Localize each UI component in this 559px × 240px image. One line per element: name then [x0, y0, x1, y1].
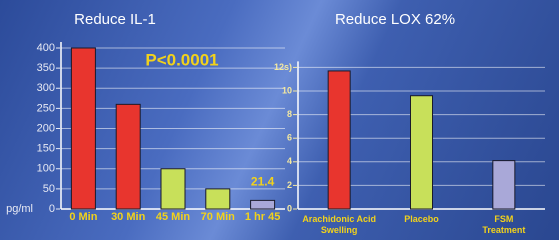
y-tick-label: 200 [37, 122, 55, 134]
y-tick-label: 250 [37, 102, 55, 114]
y-tick-label: 100 [37, 163, 55, 175]
y-axis-label: pg/ml [6, 203, 33, 215]
x-tick-label: Arachidonic Acid Swelling [289, 214, 389, 236]
bar [251, 200, 275, 209]
y-tick-label: 4 [287, 156, 292, 166]
y-tick-label: 8 [287, 109, 292, 119]
bar [411, 96, 433, 209]
y-tick-label: 400 [37, 42, 55, 54]
chart: Reduce IL-1050100150200250300350400pg/ml… [0, 0, 559, 240]
bar [493, 161, 515, 209]
page: Reduce IL-1050100150200250300350400pg/ml… [0, 0, 559, 240]
bar [328, 71, 350, 209]
bar [206, 189, 230, 209]
y-tick-label: 50 [43, 183, 55, 195]
y-tick-label: 300 [37, 82, 55, 94]
x-tick-label: Placebo [392, 214, 452, 225]
x-tick-label: FSM Treatment [479, 214, 529, 236]
value-label: 21.4 [251, 175, 275, 189]
y-tick-label: 12s) [274, 62, 292, 72]
y-tick-label: 150 [37, 143, 55, 155]
bar [116, 104, 140, 209]
y-tick-label: 6 [287, 133, 292, 143]
chart-title: Reduce LOX 62% [335, 11, 455, 28]
chart-title: Reduce IL-1 [74, 11, 156, 28]
bar [161, 169, 185, 209]
y-tick-label: 2 [287, 180, 292, 190]
annotation: P<0.0001 [145, 50, 218, 69]
y-tick-label: 10 [282, 85, 292, 95]
y-tick-label: 350 [37, 62, 55, 74]
bar [71, 48, 95, 209]
x-tick-label: 1 hr 45 [233, 212, 293, 223]
